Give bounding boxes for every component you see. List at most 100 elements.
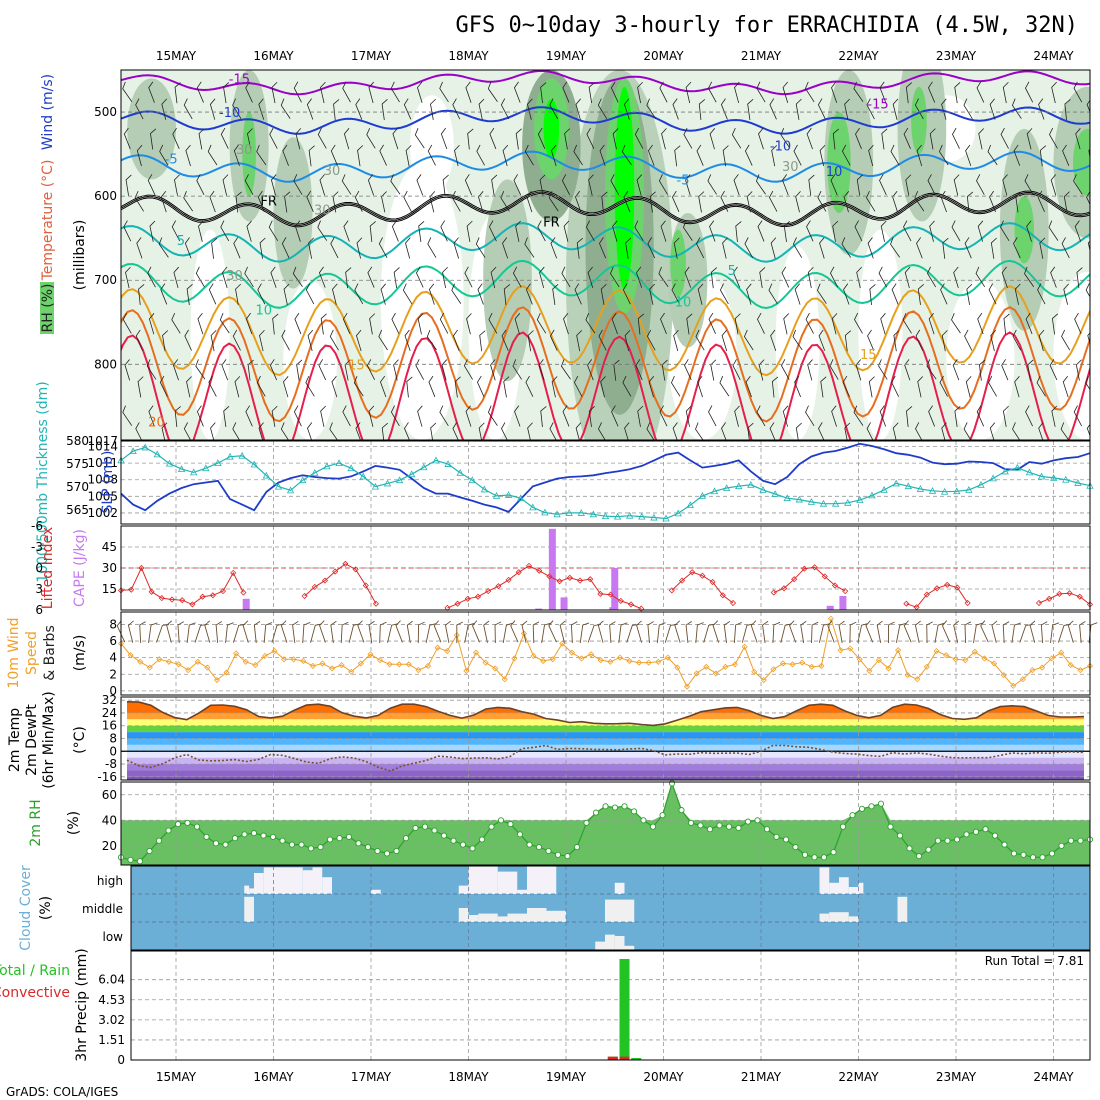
- wind-barb: [550, 237, 558, 259]
- wind-barb: [708, 312, 716, 334]
- wind-barb: [830, 266, 839, 288]
- wind-barb: [661, 359, 668, 381]
- wind-barb: [247, 128, 253, 150]
- surface-wind-barb: [876, 620, 883, 643]
- wind-barb: [390, 174, 401, 195]
- wind-speed-marker: [943, 652, 950, 659]
- thickness-marker: [286, 486, 295, 494]
- rh-marker: [174, 821, 182, 828]
- wind-barb: [600, 376, 606, 398]
- bottom-date-label: 18MAY: [448, 1070, 489, 1084]
- wind-barb: [442, 266, 448, 289]
- rh-marker: [687, 819, 695, 826]
- wind-barb: [562, 405, 570, 427]
- wind-barb: [464, 266, 473, 288]
- wind-barb: [685, 174, 691, 196]
- wind-barb: [232, 422, 242, 440]
- rh-marker: [383, 850, 391, 857]
- surface-wind-barb: [991, 620, 998, 643]
- wind-barb: [756, 81, 766, 103]
- wind-barb: [915, 329, 924, 351]
- surface-wind-barb: [849, 621, 857, 644]
- wind-barb: [940, 190, 947, 213]
- thickness-marker: [202, 464, 210, 472]
- wind-speed-marker: [540, 657, 547, 665]
- wind-speed-marker: [1029, 667, 1036, 674]
- wind-barb: [466, 220, 473, 242]
- surface-wind-barb: [319, 620, 326, 643]
- isotherm-line: [121, 306, 1090, 423]
- wind-barb: [1000, 127, 1009, 149]
- rh-marker: [1010, 850, 1018, 857]
- isotherm-label: FR: [260, 194, 277, 209]
- wind-barb: [758, 359, 765, 381]
- top-date-label: 19MAY: [546, 49, 587, 63]
- rh-dry-region: [190, 229, 230, 440]
- wind-barb: [575, 98, 581, 120]
- li-marker: [689, 569, 696, 576]
- wind-barb: [403, 98, 412, 120]
- wind-barb: [1013, 144, 1021, 166]
- wind-barb: [646, 329, 656, 351]
- wind-barb: [977, 312, 984, 335]
- wind-axis-label-line2: Speed: [24, 631, 40, 675]
- surface-wind-barb: [456, 621, 464, 643]
- precip-legend-total: Total / Rain: [0, 963, 70, 979]
- rh-fill-band: [121, 783, 1090, 865]
- wind-speed-marker: [146, 664, 153, 671]
- cloud-bar-middle: [458, 908, 469, 922]
- wind-barb: [292, 266, 303, 287]
- wind-barb: [197, 312, 204, 335]
- dewpoint-line: [126, 744, 1085, 772]
- wind-barb: [150, 128, 157, 150]
- wind-tick-label: 6: [109, 634, 117, 648]
- wind-barb: [548, 191, 559, 212]
- wind-barb: [734, 405, 740, 427]
- wind-barb: [587, 266, 594, 288]
- wind-barb: [512, 266, 522, 288]
- wind-speed-marker: [636, 659, 643, 666]
- wind-barb: [611, 405, 619, 427]
- temp-band: [127, 725, 1084, 733]
- wind-barb: [405, 145, 412, 167]
- wind-barb: [430, 98, 437, 120]
- wind-barb: [439, 312, 449, 334]
- wind-barb: [989, 190, 996, 213]
- wind-barb: [1061, 329, 1071, 351]
- wind-speed-marker: [616, 654, 623, 661]
- rh-marker: [326, 836, 334, 843]
- li-marker: [933, 585, 941, 592]
- wind-barb: [697, 283, 704, 305]
- wind-barb: [817, 98, 826, 120]
- wind-barb: [963, 422, 973, 440]
- wind-speed-marker: [703, 663, 710, 670]
- wind-barb: [305, 283, 315, 305]
- wind-barb: [622, 375, 632, 397]
- wind-barb: [623, 98, 630, 120]
- li-marker: [944, 581, 951, 588]
- rh-marker: [611, 804, 619, 811]
- wind-barb: [891, 375, 899, 397]
- thickness-marker: [601, 512, 610, 520]
- wind-barb: [979, 359, 986, 381]
- li-marker: [474, 593, 482, 600]
- thickness-tick-label: 565: [66, 503, 89, 517]
- wind-barb: [768, 283, 778, 304]
- wind-barb: [1050, 266, 1057, 288]
- wind-barb: [210, 330, 217, 352]
- wind-barb: [1012, 422, 1022, 440]
- wind-barb: [487, 81, 498, 102]
- thickness-marker: [589, 510, 598, 518]
- wind-barb: [695, 329, 705, 351]
- thickness-marker: [262, 471, 271, 479]
- wind-barb: [806, 127, 813, 150]
- li-marker: [678, 577, 686, 584]
- wind-speed-marker: [319, 660, 326, 667]
- wind-barb: [892, 422, 899, 440]
- thickness-marker: [1049, 474, 1058, 481]
- thickness-marker: [831, 499, 840, 507]
- li-marker: [1086, 601, 1094, 608]
- thickness-marker: [638, 512, 646, 520]
- wind-barb: [573, 144, 583, 166]
